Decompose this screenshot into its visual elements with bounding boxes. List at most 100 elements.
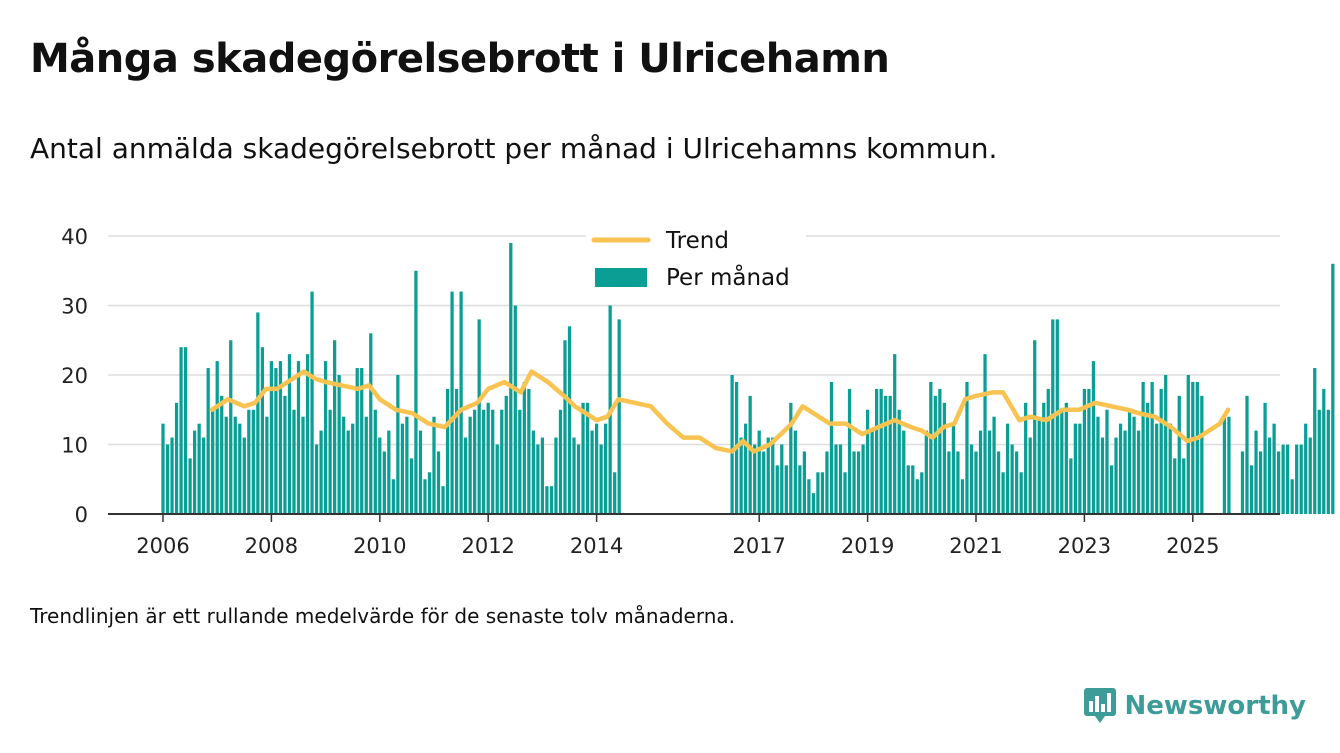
bar — [1087, 388, 1091, 514]
bar — [179, 347, 183, 514]
bar — [491, 409, 495, 514]
bar — [829, 381, 834, 514]
bar — [1272, 423, 1276, 514]
bar — [463, 437, 468, 514]
bar — [1240, 451, 1245, 514]
bar — [323, 361, 328, 514]
bar — [775, 465, 779, 514]
bar — [947, 451, 951, 514]
bar — [445, 388, 450, 514]
bar — [522, 381, 526, 514]
bar — [540, 437, 545, 514]
bar — [599, 444, 603, 514]
bar — [188, 458, 192, 514]
bar — [1136, 430, 1141, 514]
bar — [933, 395, 937, 514]
bar — [301, 416, 305, 514]
bar — [861, 444, 865, 514]
bar — [1249, 465, 1254, 514]
bar — [1015, 451, 1019, 514]
newsworthy-logo-icon — [1083, 688, 1116, 723]
bar — [753, 444, 757, 514]
bar — [1091, 361, 1096, 514]
bar — [554, 437, 558, 514]
x-tick-label: 2006 — [136, 534, 189, 558]
bar — [161, 423, 165, 514]
bar-line-chart: 0 10 20 30 40 2006 2008 2010 2012 2014 2017 2019 202… — [61, 225, 1335, 558]
footnote: Trendlinjen är ett rullande medelvärde f… — [30, 604, 736, 628]
bar — [581, 402, 585, 514]
bar — [1254, 430, 1258, 514]
bar — [319, 430, 323, 514]
bar — [482, 409, 486, 514]
bar — [333, 340, 337, 514]
bar — [229, 340, 233, 514]
bar — [1331, 263, 1335, 514]
brand-name: Newsworthy — [1124, 691, 1306, 721]
bar — [278, 361, 283, 514]
bar — [1127, 409, 1132, 514]
bar — [378, 437, 382, 514]
bar — [924, 430, 928, 514]
bar — [852, 451, 856, 514]
bar — [1222, 416, 1227, 514]
bar — [1308, 437, 1312, 514]
bar — [1191, 381, 1195, 514]
bar — [893, 354, 897, 514]
bar — [1155, 423, 1159, 514]
bar — [1267, 437, 1272, 514]
bar — [536, 444, 540, 514]
bar — [1069, 458, 1073, 514]
bar — [170, 437, 174, 514]
bar — [400, 423, 405, 514]
bar — [1146, 402, 1150, 514]
bar — [1200, 395, 1204, 514]
trend-series — [209, 369, 1231, 454]
bar — [762, 451, 766, 514]
bar — [965, 381, 969, 514]
bar — [215, 361, 219, 514]
chart-subtitle: Antal anmälda skadegörelsebrott per måna… — [30, 132, 998, 165]
bar — [576, 444, 581, 514]
bar — [960, 479, 965, 514]
y-tick-label: 40 — [61, 225, 88, 249]
bar — [1168, 423, 1172, 514]
bar — [1290, 479, 1294, 514]
x-tick-label: 2014 — [570, 534, 623, 558]
bar — [1299, 444, 1303, 514]
bar — [1227, 416, 1231, 514]
brand-logo[interactable]: Newsworthy — [1083, 687, 1306, 725]
bar — [414, 270, 418, 514]
bar — [847, 388, 852, 514]
bar — [473, 409, 477, 514]
bar — [1001, 472, 1005, 514]
bar — [274, 368, 278, 514]
bar — [1055, 319, 1059, 514]
y-tick-label: 0 — [75, 503, 88, 527]
bar — [879, 388, 883, 514]
chart-title: Många skadegörelsebrott i Ulricehamn — [30, 36, 890, 82]
bar — [802, 451, 806, 514]
bar — [454, 388, 459, 514]
bar — [807, 479, 811, 514]
x-tick-label: 2021 — [949, 534, 1002, 558]
bar — [915, 479, 919, 514]
bar — [1177, 395, 1181, 514]
bar — [1317, 409, 1321, 514]
bar — [518, 409, 522, 514]
bar — [305, 354, 310, 514]
bar — [1150, 381, 1154, 514]
bar — [780, 444, 784, 514]
bar — [784, 465, 788, 514]
bar — [739, 437, 743, 514]
bar — [1186, 375, 1190, 514]
bar — [825, 451, 829, 514]
bar — [423, 479, 427, 514]
y-tick-label: 20 — [61, 364, 88, 388]
x-tick-label: 2017 — [732, 534, 785, 558]
bar — [486, 402, 490, 514]
bar — [1276, 451, 1281, 514]
bar — [1118, 423, 1123, 514]
bar — [856, 451, 861, 514]
bar — [265, 416, 269, 514]
